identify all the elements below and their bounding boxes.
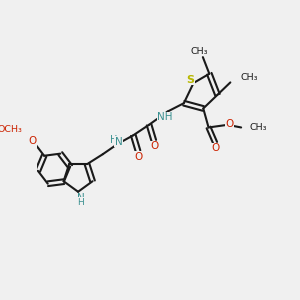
Text: H: H [77, 198, 84, 207]
Text: CH₃: CH₃ [190, 47, 208, 56]
Text: O: O [134, 152, 143, 162]
Text: O: O [225, 119, 233, 129]
Text: OCH₃: OCH₃ [0, 125, 22, 134]
Text: CH₃: CH₃ [250, 123, 267, 132]
Text: O: O [28, 136, 37, 146]
Text: S: S [186, 75, 194, 85]
Text: H: H [110, 135, 117, 145]
Text: O: O [150, 141, 158, 151]
Text: O: O [212, 143, 220, 154]
Text: N: N [115, 137, 122, 147]
Text: N: N [77, 193, 85, 203]
Text: NH: NH [157, 112, 172, 122]
Text: CH₃: CH₃ [240, 73, 258, 82]
